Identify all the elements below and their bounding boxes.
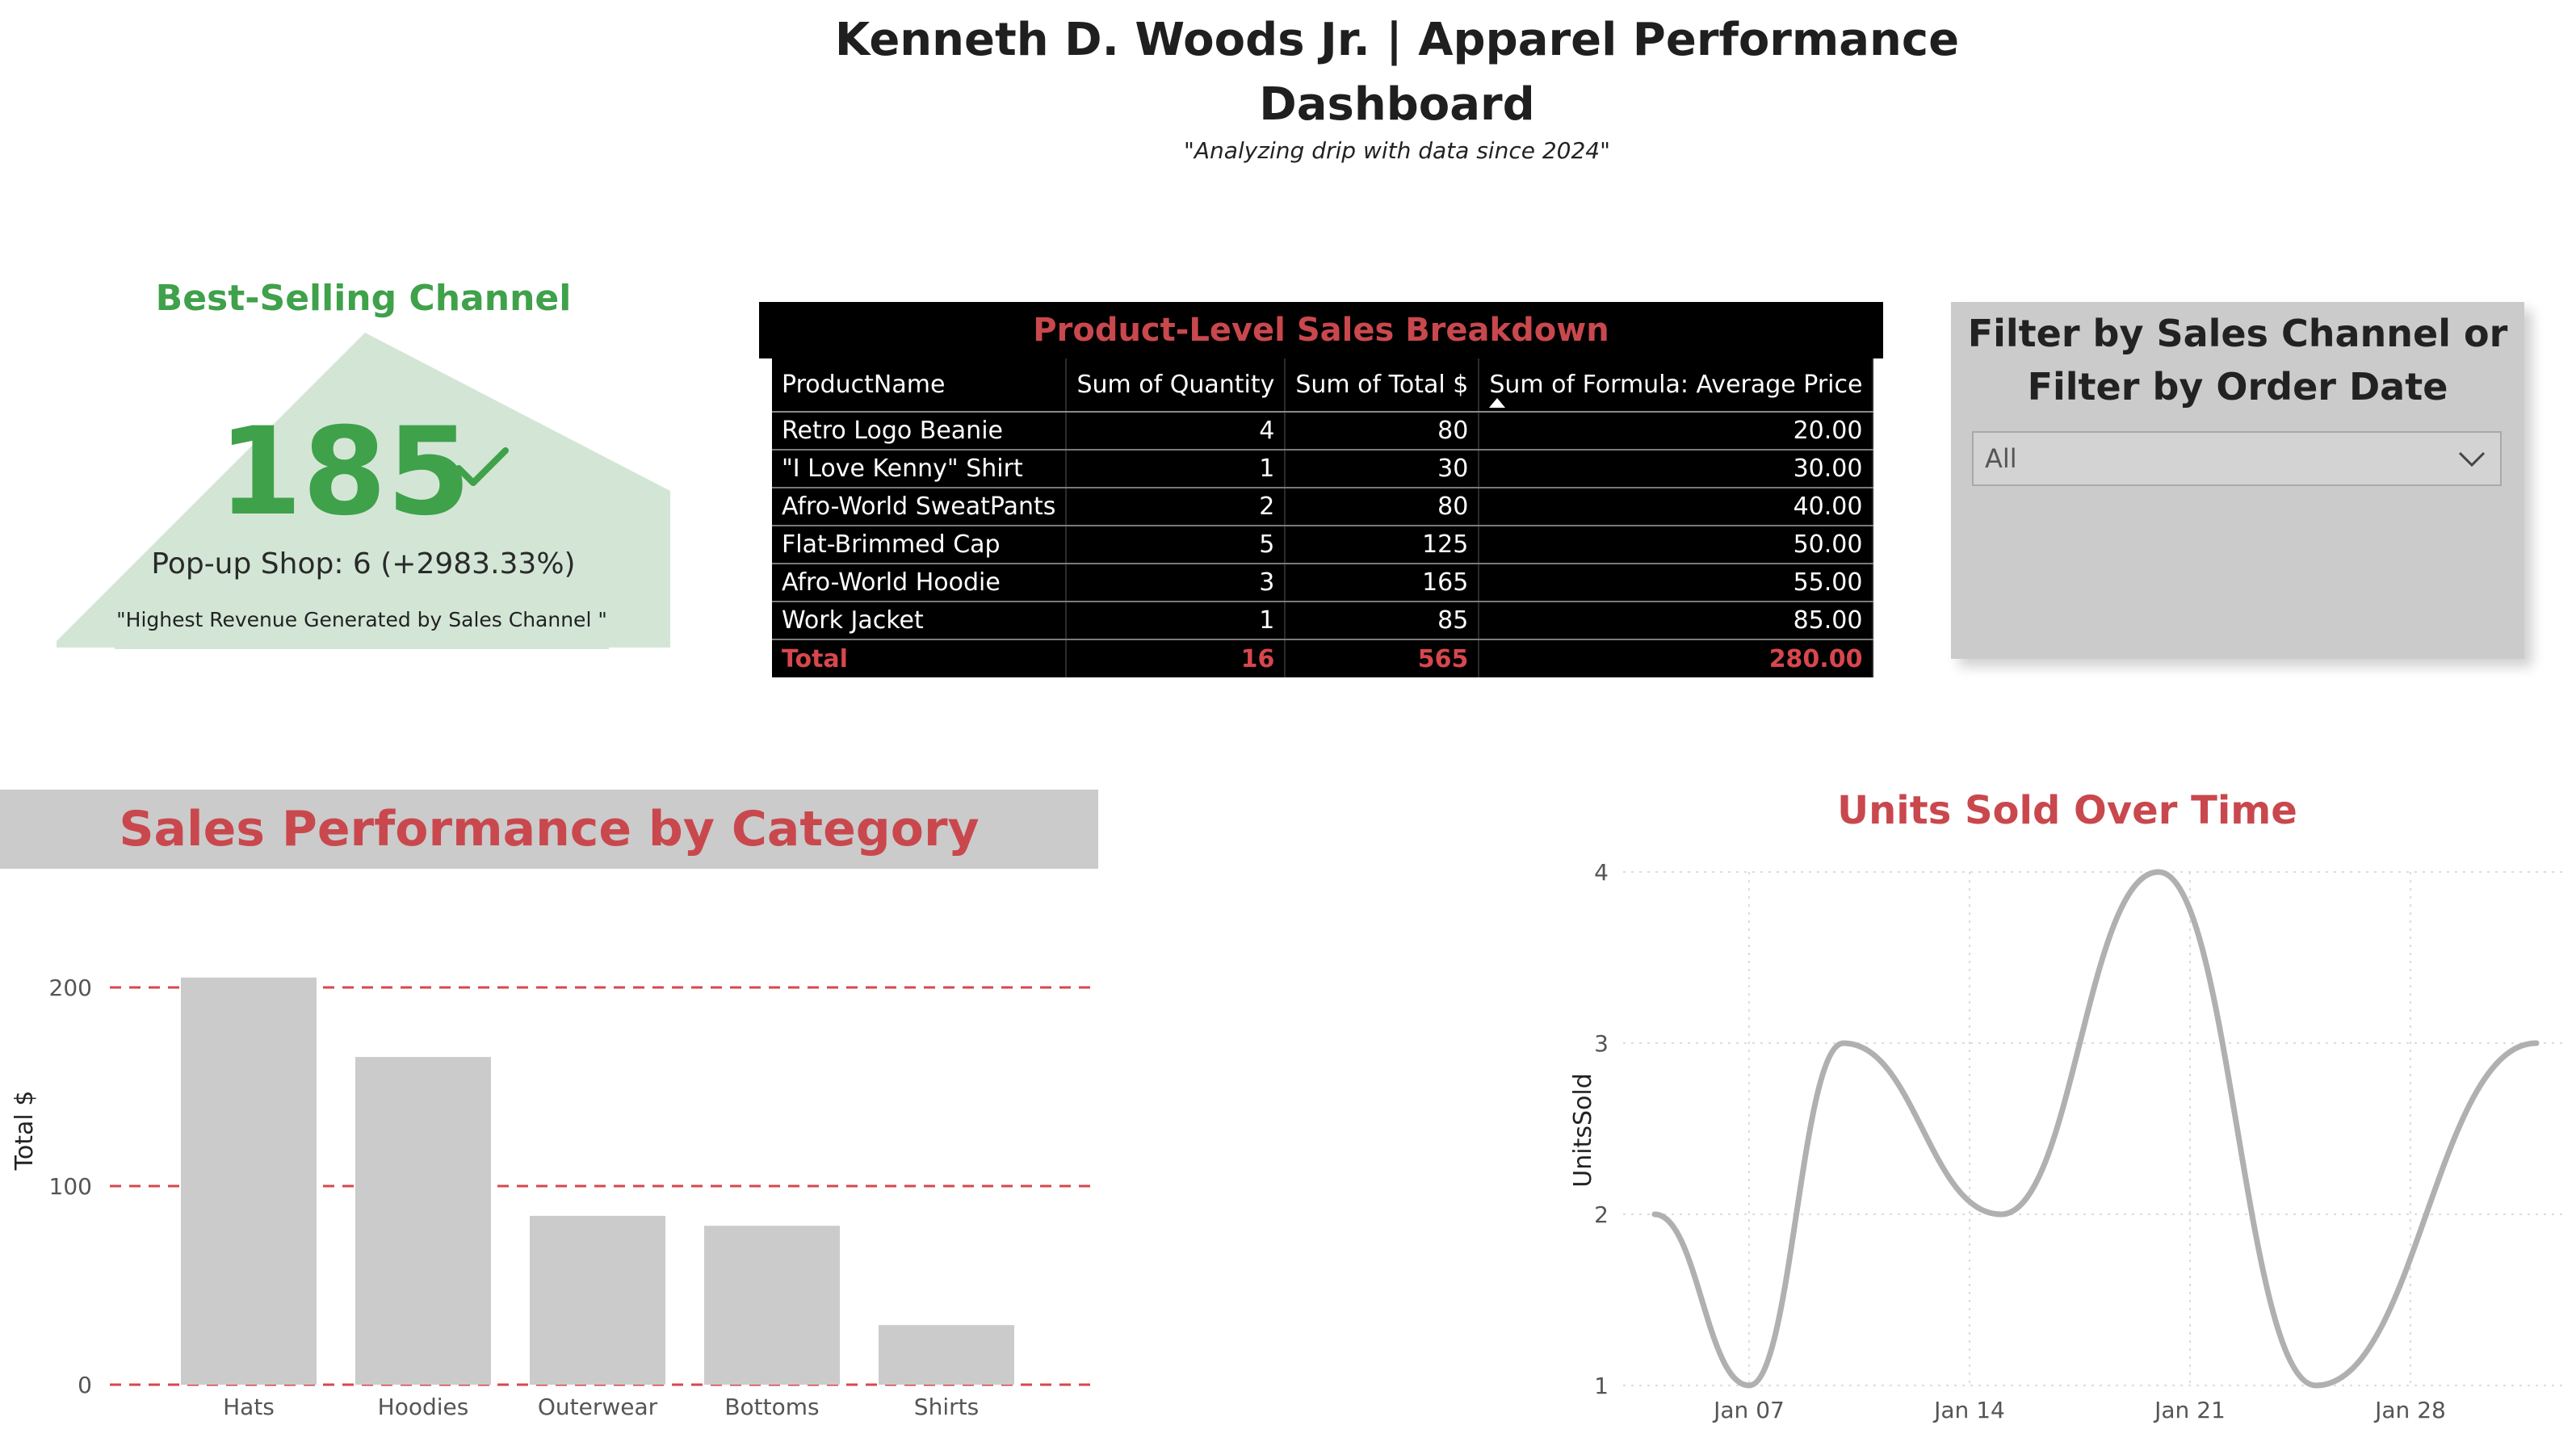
- cell-average-price: 20.00: [1479, 412, 1874, 451]
- column-header-quantity[interactable]: Sum of Quantity: [1066, 358, 1286, 413]
- bar-chart[interactable]: 0 100 200 Hats Hoodies Outerwear Bottoms Shirt…: [0, 888, 1098, 1442]
- cell-total: 85: [1285, 602, 1480, 640]
- cell-average-price: 50.00: [1479, 526, 1874, 564]
- table-row[interactable]: Retro Logo Beanie 4 80 20.00: [772, 412, 1874, 451]
- cell-quantity: 4: [1066, 412, 1286, 451]
- kpi-value: 185: [218, 402, 472, 543]
- series-line-units-sold: [1651, 869, 2540, 1389]
- column-header-total[interactable]: Sum of Total $: [1285, 358, 1480, 413]
- bar-y-axis-label: Total $: [10, 1091, 39, 1172]
- bar-y-tick-label: 0: [78, 1372, 92, 1398]
- line-x-tick-label: Jan 21: [2153, 1397, 2226, 1423]
- bar-outerwear[interactable]: [530, 1215, 665, 1385]
- cell-product: Retro Logo Beanie: [772, 412, 1068, 451]
- cell-quantity: 1: [1066, 602, 1286, 640]
- product-table-visual[interactable]: Product-Level Sales Breakdown ProductNam…: [759, 302, 1883, 680]
- line-y-axis-label: UnitsSold: [1569, 1073, 1597, 1187]
- table-total-row: Total 16 565 280.00: [772, 639, 1874, 677]
- bar-x-tick-label: Hats: [223, 1394, 275, 1420]
- total-quantity: 16: [1066, 639, 1286, 677]
- dashboard-subtitle: "Analyzing drip with data since 2024": [1184, 137, 1610, 164]
- cell-total: 165: [1285, 564, 1480, 602]
- filter-title: Filter by Sales Channel or Filter by Ord…: [1967, 312, 2508, 409]
- column-header-average-price[interactable]: Sum of Formula: Average Price: [1479, 358, 1874, 413]
- filter-dropdown[interactable]: All: [1972, 431, 2502, 486]
- bar-bottoms[interactable]: [704, 1226, 840, 1385]
- title-line-1: Kenneth D. Woods Jr. | Apparel Performan…: [834, 14, 1960, 66]
- bar-chart-title: Sales Performance by Category: [0, 790, 1098, 869]
- line-y-tick-label: 1: [1594, 1373, 1609, 1399]
- title-line-2: Dashboard: [1259, 78, 1535, 131]
- filter-selected-value: All: [1985, 443, 2017, 474]
- cell-quantity: 3: [1066, 564, 1286, 602]
- cell-quantity: 5: [1066, 526, 1286, 564]
- filter-panel: Filter by Sales Channel or Filter by Ord…: [1951, 302, 2524, 659]
- line-y-tick-label: 2: [1594, 1201, 1609, 1228]
- kpi-card[interactable]: Best-Selling Channel 185 Pop-up Shop: 6 …: [57, 266, 670, 654]
- line-x-tick-label: Jan 28: [2373, 1397, 2446, 1423]
- cell-product: Flat-Brimmed Cap: [772, 526, 1068, 564]
- cell-product: Afro-World SweatPants: [772, 488, 1068, 526]
- kpi-title: Best-Selling Channel: [155, 278, 572, 319]
- line-chart-title: Units Sold Over Time: [1837, 788, 2297, 833]
- line-x-tick-label: Jan 14: [1932, 1397, 2005, 1423]
- bar-x-tick-label: Bottoms: [724, 1394, 819, 1420]
- table-row[interactable]: "I Love Kenny" Shirt 1 30 30.00: [772, 450, 1874, 488]
- column-header-average-price-label: Sum of Formula: Average Price: [1489, 371, 1863, 399]
- total-amount: 565: [1285, 639, 1480, 677]
- total-label: Total: [772, 639, 1068, 677]
- bar-x-tick-label: Hoodies: [378, 1394, 469, 1420]
- cell-total: 80: [1285, 488, 1480, 526]
- cell-product: "I Love Kenny" Shirt: [772, 450, 1068, 488]
- cell-average-price: 30.00: [1479, 450, 1874, 488]
- cell-total: 80: [1285, 412, 1480, 451]
- dashboard-title: Kenneth D. Woods Jr. | Apparel Performan…: [808, 8, 1987, 137]
- product-table[interactable]: ProductName Sum of Quantity Sum of Total…: [772, 358, 1874, 677]
- cell-average-price: 85.00: [1479, 602, 1874, 640]
- line-y-tick-label: 4: [1594, 859, 1609, 886]
- cell-product: Work Jacket: [772, 602, 1068, 640]
- line-x-tick-label: Jan 07: [1712, 1397, 1785, 1423]
- bar-shirts[interactable]: [879, 1325, 1014, 1385]
- cell-average-price: 40.00: [1479, 488, 1874, 526]
- table-header-row: ProductName Sum of Quantity Sum of Total…: [772, 358, 1874, 413]
- table-title: Product-Level Sales Breakdown: [759, 302, 1883, 358]
- column-header-productname[interactable]: ProductName: [772, 358, 1068, 413]
- line-y-tick-label: 3: [1594, 1030, 1609, 1057]
- bar-y-tick-label: 100: [49, 1173, 92, 1200]
- chevron-down-icon: [2458, 451, 2486, 467]
- bar-y-tick-label: 200: [49, 975, 92, 1001]
- cell-average-price: 55.00: [1479, 564, 1874, 602]
- bar-x-tick-label: Shirts: [914, 1394, 979, 1420]
- kpi-background-shape: [57, 333, 670, 648]
- total-average-price: 280.00: [1479, 639, 1874, 677]
- bar-x-tick-label: Outerwear: [538, 1394, 658, 1420]
- table-row[interactable]: Work Jacket 1 85 85.00: [772, 602, 1874, 640]
- bar-hats[interactable]: [181, 977, 317, 1385]
- table-row[interactable]: Afro-World SweatPants 2 80 40.00: [772, 488, 1874, 526]
- table-row[interactable]: Afro-World Hoodie 3 165 55.00: [772, 564, 1874, 602]
- table-row[interactable]: Flat-Brimmed Cap 5 125 50.00: [772, 526, 1874, 564]
- bar-hoodies[interactable]: [355, 1057, 491, 1385]
- cell-quantity: 1: [1066, 450, 1286, 488]
- line-chart[interactable]: 1 2 3 4 Jan 07 Jan 14 Jan 21 Jan 28 UnitsSold: [1534, 840, 2576, 1442]
- sort-ascending-icon: [1489, 398, 1506, 408]
- cell-product: Afro-World Hoodie: [772, 564, 1068, 602]
- cell-total: 125: [1285, 526, 1480, 564]
- check-icon: [455, 447, 509, 486]
- kpi-note: "Highest Revenue Generated by Sales Chan…: [115, 591, 609, 649]
- cell-quantity: 2: [1066, 488, 1286, 526]
- kpi-comparison: Pop-up Shop: 6 (+2983.33%): [151, 547, 576, 581]
- cell-total: 30: [1285, 450, 1480, 488]
